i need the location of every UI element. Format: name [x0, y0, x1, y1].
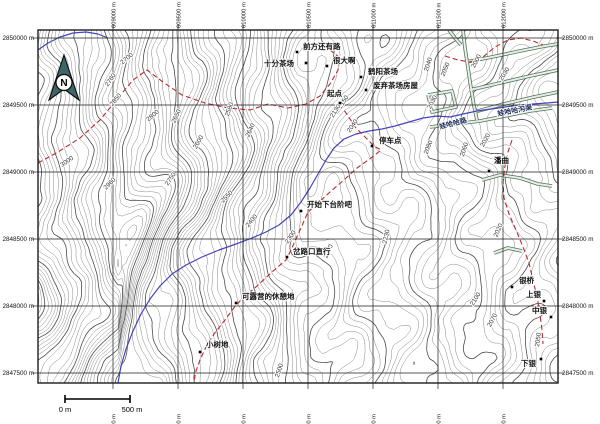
track-route	[502, 139, 544, 345]
waypoint-label: 废弃茶场房屋	[373, 80, 418, 90]
waypoint-label: 停车点	[379, 135, 402, 145]
waypoint-dot	[510, 285, 514, 289]
waypoint-dot	[338, 101, 342, 105]
coordinate-label-left: 2848500 m	[2, 236, 34, 243]
coordinate-label-bottom: 612000 m	[502, 414, 508, 424]
road-line	[469, 69, 558, 91]
waypoint-label: 中银	[532, 305, 547, 315]
track-route	[38, 45, 341, 164]
coordinate-label-bottom: 610000 m	[242, 414, 248, 424]
waypoint-label: 很大啊	[332, 55, 356, 65]
road-line	[429, 107, 553, 128]
coordinate-label-right: 2847500 m	[562, 370, 594, 377]
coordinate-label-top: 610000 m	[242, 2, 248, 28]
contour-lines	[38, 30, 558, 383]
coordinate-label-top: 610500 m	[307, 2, 313, 28]
waypoint-label: 前方还有路	[303, 41, 341, 51]
scale-bar-500m-label: 500 m	[122, 405, 143, 414]
road-line	[493, 247, 523, 254]
waypoint-dot	[325, 64, 329, 68]
coordinate-label-left: 2849500 m	[2, 102, 34, 109]
waypoint-dot	[549, 315, 553, 319]
waypoint-label: 小树地	[206, 339, 229, 349]
coordinate-label-top: 611500 m	[437, 2, 443, 28]
track-route	[444, 37, 544, 63]
road-line	[462, 30, 478, 121]
north-arrow: N	[47, 53, 81, 102]
contour-elevation-label: 2230	[382, 229, 392, 245]
coordinate-label-bottom: 611000 m	[372, 414, 378, 424]
coordinate-label-top: 609500 m	[177, 2, 183, 28]
coordinate-label-bottom: 610500 m	[307, 414, 313, 424]
waypoint-dot	[370, 144, 374, 148]
stream-line	[38, 31, 109, 51]
coordinate-label-left: 2848000 m	[2, 303, 34, 310]
waypoint-label: 起点	[326, 88, 342, 98]
waypoint-dot	[295, 50, 299, 54]
north-arrow-circle	[55, 73, 73, 92]
waypoint-dot	[539, 357, 543, 361]
coordinate-label-right: 2848000 m	[562, 303, 594, 310]
stream-line	[117, 101, 558, 383]
coordinate-label-bottom: 611500 m	[437, 414, 443, 424]
waypoint-label: 十分茶场	[264, 58, 294, 68]
coordinate-label-right: 2850000 m	[562, 35, 594, 42]
coordinate-label-left: 2850000 m	[2, 35, 34, 42]
waypoint-dot	[198, 350, 202, 354]
waypoint-label: 银桥	[519, 275, 534, 285]
waypoint-label: 开始下台阶吧	[307, 199, 352, 209]
road-line	[427, 90, 457, 113]
waypoint-dot	[542, 299, 546, 303]
north-arrow-n-label: N	[60, 78, 67, 89]
track-route	[193, 103, 382, 382]
waypoint-label: 可露营的休憩地	[242, 291, 295, 301]
coordinate-label-bottom: 609500 m	[177, 414, 183, 424]
coordinate-label-right: 2849000 m	[562, 169, 594, 176]
waypoint-dot	[234, 301, 238, 305]
map-features	[38, 30, 558, 383]
waypoint-label: 潘曲	[494, 155, 509, 165]
coordinate-label-left: 2847500 m	[2, 370, 34, 377]
coordinate-label-right: 2849500 m	[562, 102, 594, 109]
waypoint-label: 下银	[521, 358, 536, 368]
waypoint-dot	[487, 169, 491, 173]
road-line	[465, 43, 558, 63]
scale-bar: 0 m 500 m	[59, 395, 143, 414]
scale-bar-zero-label: 0 m	[59, 405, 72, 414]
coordinate-grid	[32, 24, 564, 389]
waypoint-label: 岔路口直行	[292, 246, 331, 256]
road-line	[481, 174, 553, 187]
coordinate-label-top: 611000 m	[372, 2, 378, 28]
waypoint-dot	[304, 61, 308, 65]
waypoint-dot	[285, 255, 289, 259]
waypoint-dot	[364, 88, 368, 92]
coordinate-label-top: 612000 m	[502, 2, 508, 28]
map-frame	[37, 29, 559, 384]
coordinate-label-right: 2848500 m	[562, 236, 594, 243]
coordinate-label-top: 609000 m	[112, 2, 118, 28]
coordinate-label-bottom: 609000 m	[112, 414, 118, 424]
index-contour-lines	[38, 30, 558, 383]
contour-elevation-label: 2050	[534, 332, 543, 347]
road-line	[473, 91, 558, 113]
waypoint-label: 上银	[526, 289, 541, 299]
waypoint-dot	[359, 75, 363, 79]
coordinate-label-left: 2849000 m	[2, 169, 34, 176]
waypoint-label: 鹤阳茶场	[368, 66, 398, 76]
waypoint-dot	[299, 209, 303, 213]
